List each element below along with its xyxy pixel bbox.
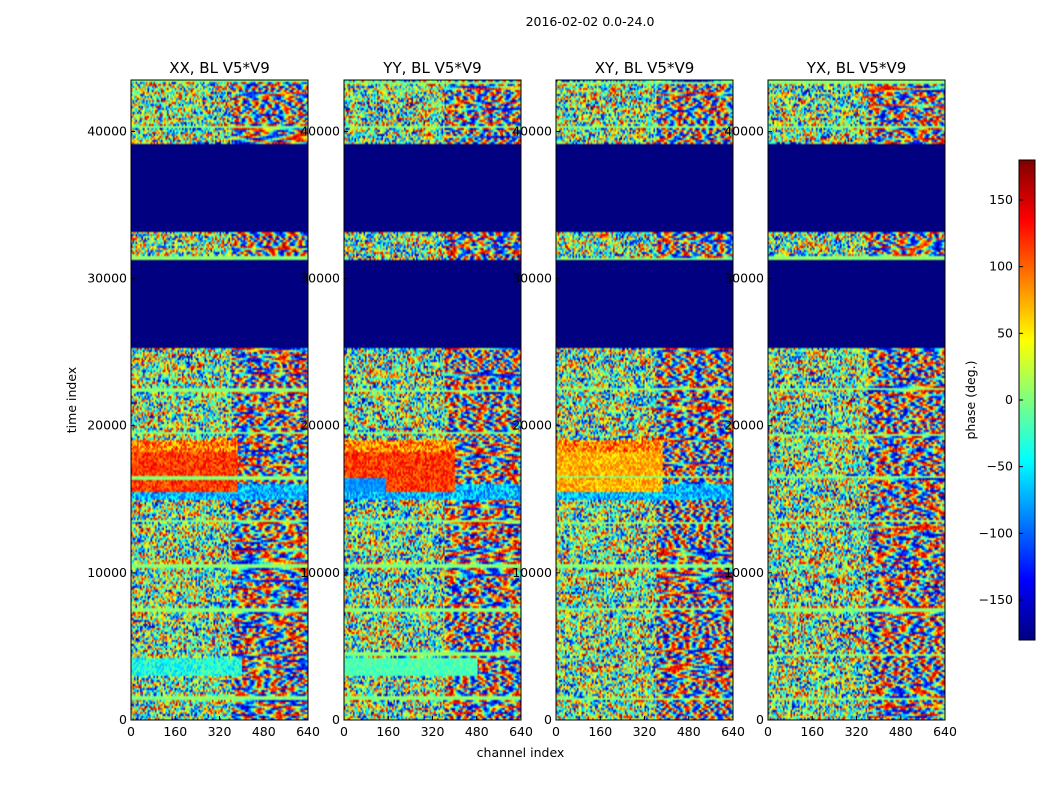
x-tick-label: 0 (552, 724, 560, 739)
x-tick-label: 640 (933, 724, 957, 739)
x-tick-label: 160 (588, 724, 612, 739)
heatmap-image (768, 80, 945, 720)
y-tick-label: 10000 (724, 565, 764, 580)
x-tick-label: 640 (296, 724, 320, 739)
colorbar-tick-label: 150 (989, 192, 1013, 207)
y-tick-label: 10000 (87, 565, 127, 580)
y-tick-label: 0 (332, 712, 340, 727)
x-tick-label: 320 (421, 724, 445, 739)
y-tick-label: 30000 (300, 271, 340, 286)
panel-3: XY, BL V5*V9 0 160 320 480 640 0 10000 20000 3000… (512, 59, 745, 739)
x-tick-label: 480 (252, 724, 276, 739)
x-tick-label: 0 (340, 724, 348, 739)
x-tick-label: 320 (633, 724, 657, 739)
y-tick-label: 0 (544, 712, 552, 727)
colorbar: 150 100 50 0 −50 −100 −150 phase (deg.) (963, 159, 1036, 641)
y-tick-label: 30000 (87, 271, 127, 286)
y-tick-label: 10000 (512, 565, 552, 580)
y-tick-label: 0 (119, 712, 127, 727)
x-axis-label: channel index (477, 745, 565, 760)
y-tick-label: 20000 (300, 418, 340, 433)
panels: XX, BL V5*V9 0 160 320 480 640 0 10000 20000 3000… (64, 59, 957, 760)
x-tick-label: 160 (800, 724, 824, 739)
y-tick-label: 30000 (512, 271, 552, 286)
x-tick-label: 320 (208, 724, 232, 739)
colorbar-tick-label: 0 (1005, 392, 1013, 407)
x-tick-label: 640 (509, 724, 533, 739)
colorbar-label: phase (deg.) (963, 361, 978, 440)
x-tick-label: 160 (163, 724, 187, 739)
heatmap-image (131, 80, 308, 720)
y-tick-label: 40000 (724, 123, 764, 138)
y-tick-label: 40000 (87, 123, 127, 138)
colorbar-tick-label: −50 (987, 459, 1013, 474)
x-tick-label: 480 (677, 724, 701, 739)
y-axis-label: time index (64, 367, 79, 433)
colorbar-tick-label: −100 (979, 525, 1013, 540)
panel-title: YX, BL V5*V9 (806, 59, 907, 77)
panel-2: YY, BL V5*V9 0 160 320 480 640 0 10000 20000 3000… (300, 59, 564, 760)
x-tick-label: 160 (376, 724, 400, 739)
colorbar-tick-label: 50 (997, 325, 1013, 340)
heatmap-image (344, 80, 521, 720)
y-tick-label: 40000 (512, 123, 552, 138)
y-tick-label: 10000 (300, 565, 340, 580)
y-tick-label: 20000 (512, 418, 552, 433)
x-tick-label: 320 (845, 724, 869, 739)
panel-title: XY, BL V5*V9 (595, 59, 695, 77)
panel-title: YY, BL V5*V9 (382, 59, 481, 77)
y-tick-label: 20000 (724, 418, 764, 433)
y-tick-label: 20000 (87, 418, 127, 433)
figure-suptitle: 2016-02-02 0.0-24.0 (526, 14, 655, 29)
panel-1: XX, BL V5*V9 0 160 320 480 640 0 10000 20000 3000… (64, 59, 320, 739)
heatmap-image (556, 80, 733, 720)
x-tick-label: 480 (889, 724, 913, 739)
colorbar-tick-label: 100 (989, 259, 1013, 274)
x-tick-label: 640 (721, 724, 745, 739)
panel-title: XX, BL V5*V9 (169, 59, 270, 77)
colorbar-tick-label: −150 (979, 592, 1013, 607)
x-tick-label: 0 (127, 724, 135, 739)
y-tick-label: 40000 (300, 123, 340, 138)
y-tick-label: 30000 (724, 271, 764, 286)
y-tick-label: 0 (756, 712, 764, 727)
colorbar-ticks: 150 100 50 0 −50 −100 −150 (979, 192, 1023, 607)
panel-4: YX, BL V5*V9 0 160 320 480 640 0 10000 20000 3000… (724, 59, 957, 739)
x-tick-label: 480 (465, 724, 489, 739)
x-tick-label: 0 (764, 724, 772, 739)
